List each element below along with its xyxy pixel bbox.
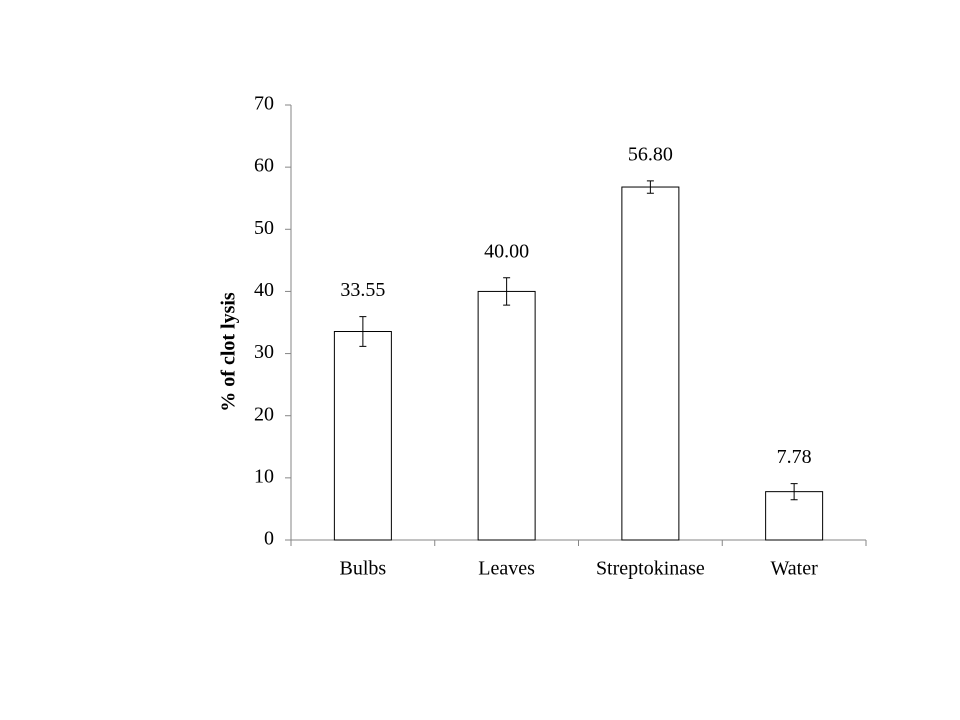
bar [333, 331, 392, 541]
y-tick-label: 50 [254, 217, 274, 239]
y-tick-label: 70 [254, 93, 274, 115]
y-axis-label: % of clot lysis [218, 292, 240, 412]
error-bar [503, 277, 511, 306]
y-tick-label: 20 [254, 403, 274, 425]
y-tick-label: 30 [254, 341, 274, 363]
bar [621, 186, 680, 541]
y-tick-label: 0 [264, 528, 274, 550]
y-tick-label: 40 [254, 279, 274, 301]
x-tick-label: Bulbs [340, 558, 387, 580]
value-label: 56.80 [628, 143, 673, 165]
error-bar [646, 180, 654, 194]
x-tick-label: Streptokinase [596, 558, 705, 580]
error-bar [790, 483, 798, 501]
x-tick-label: Leaves [478, 558, 535, 580]
x-tick-label: Water [771, 558, 819, 580]
value-label: 33.55 [340, 279, 385, 301]
bar [477, 290, 536, 541]
value-label: 40.00 [484, 240, 529, 262]
value-label: 7.78 [777, 446, 812, 468]
y-tick-label: 10 [254, 465, 274, 487]
y-tick-label: 60 [254, 155, 274, 177]
error-bar [359, 316, 367, 347]
